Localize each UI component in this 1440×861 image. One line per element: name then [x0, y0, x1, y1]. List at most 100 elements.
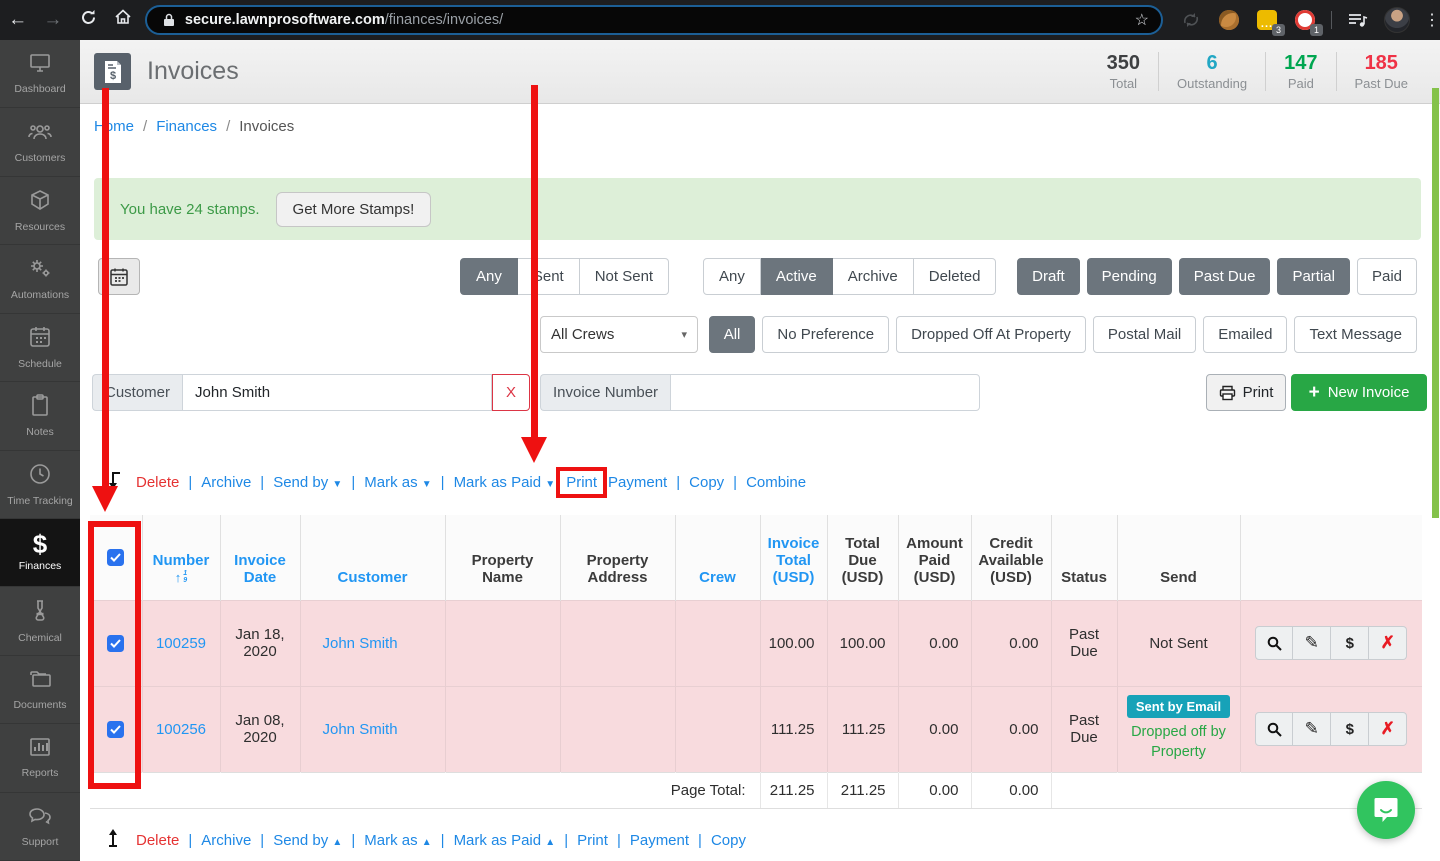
customer-search-input[interactable]: [182, 374, 492, 411]
edit-invoice-button[interactable]: ✎: [1293, 712, 1332, 746]
sidebar-item-resources[interactable]: Resources: [0, 177, 80, 246]
bulk-payment-link[interactable]: Payment: [629, 831, 690, 849]
bulk-mark-as-paid-link[interactable]: Mark as Paid ▼: [453, 473, 556, 491]
address-bar[interactable]: secure.lawnprosoftware.com/finances/invo…: [144, 5, 1163, 35]
col-header-credit-available[interactable]: Credit Available (USD): [970, 515, 1051, 600]
sent-filter-any[interactable]: Any: [460, 258, 518, 295]
col-header-number[interactable]: Number ↑ 1 9: [141, 515, 220, 600]
col-header-status[interactable]: Status: [1050, 515, 1117, 600]
invoice-number-link[interactable]: 100259: [155, 634, 207, 652]
profile-avatar[interactable]: [1383, 7, 1410, 33]
col-header-send[interactable]: Send: [1116, 515, 1240, 600]
bulk-send-by-link[interactable]: Send by ▲: [273, 831, 343, 849]
bulk-payment-link[interactable]: Payment: [608, 473, 668, 491]
delete-invoice-button[interactable]: ✗: [1369, 626, 1408, 660]
sidebar-item-time-tracking[interactable]: Time Tracking: [0, 451, 80, 519]
sent-filter-sent[interactable]: Sent: [517, 258, 580, 295]
customer-link[interactable]: John Smith: [322, 634, 398, 652]
extension-vpn-icon[interactable]: [1179, 8, 1203, 32]
bulk-archive-link[interactable]: Archive: [201, 831, 252, 849]
bookmark-star-icon[interactable]: ☆: [1134, 12, 1149, 29]
jump-down-icon[interactable]: [107, 470, 123, 494]
status-filter-pending[interactable]: Pending: [1086, 258, 1172, 295]
row-checkbox[interactable]: [107, 720, 125, 738]
playlist-icon[interactable]: [1346, 8, 1370, 32]
delivery-filter-no-preference[interactable]: No Preference: [762, 316, 890, 353]
col-header-property-name[interactable]: Property Name: [444, 515, 560, 600]
col-header-invoice-total[interactable]: Invoice Total (USD): [759, 515, 827, 600]
sidebar-item-chemical[interactable]: Chemical: [0, 587, 80, 656]
bulk-mark-as-link[interactable]: Mark as ▲: [364, 831, 432, 849]
sidebar-item-customers[interactable]: Customers: [0, 108, 80, 177]
col-header-crew[interactable]: Crew: [674, 515, 760, 600]
browser-forward-icon[interactable]: →: [43, 9, 63, 30]
breadcrumb-home[interactable]: Home: [94, 118, 135, 135]
extension-cookie-icon[interactable]: [1217, 8, 1241, 32]
extension-blocker-icon[interactable]: 1: [1293, 8, 1323, 36]
delivery-filter-dropped-off[interactable]: Dropped Off At Property: [896, 316, 1086, 353]
bulk-copy-link[interactable]: Copy: [689, 473, 725, 491]
edit-invoice-button[interactable]: ✎: [1293, 626, 1332, 660]
breadcrumb-finances[interactable]: Finances: [156, 118, 218, 135]
browser-reload-icon[interactable]: [70, 9, 105, 32]
bulk-print-link[interactable]: Print: [577, 831, 608, 849]
sort-icon[interactable]: ↑ 1 9: [174, 569, 188, 585]
delivery-filter-emailed[interactable]: Emailed: [1203, 316, 1288, 353]
view-invoice-button[interactable]: [1255, 712, 1294, 746]
delete-invoice-button[interactable]: ✗: [1369, 712, 1408, 746]
bulk-mark-as-paid-link[interactable]: Mark as Paid ▲: [453, 831, 556, 849]
invoice-number-input[interactable]: [670, 374, 980, 411]
sidebar-item-notes[interactable]: Notes: [0, 382, 80, 451]
col-header-invoice-date[interactable]: Invoice Date: [219, 515, 300, 600]
state-filter-active[interactable]: Active: [760, 258, 833, 295]
bulk-combine-link[interactable]: Combine: [746, 473, 807, 491]
col-header-property-address[interactable]: Property Address: [559, 515, 675, 600]
payment-invoice-button[interactable]: $: [1331, 626, 1370, 660]
delivery-filter-postal-mail[interactable]: Postal Mail: [1092, 316, 1197, 353]
extension-notes-icon[interactable]: ... 3: [1255, 8, 1285, 36]
browser-back-icon[interactable]: ←: [8, 9, 28, 30]
date-range-button[interactable]: [98, 258, 140, 295]
sidebar-item-finances[interactable]: $ Finances: [0, 518, 80, 588]
new-invoice-button[interactable]: + New Invoice: [1291, 374, 1427, 411]
bulk-send-by-link[interactable]: Send by ▼: [273, 473, 343, 491]
col-header-customer[interactable]: Customer: [299, 515, 445, 600]
state-filter-any[interactable]: Any: [703, 258, 761, 295]
status-filter-partial[interactable]: Partial: [1277, 258, 1350, 295]
bulk-delete-link[interactable]: Delete: [136, 831, 180, 849]
chat-widget-button[interactable]: [1357, 781, 1415, 839]
view-invoice-button[interactable]: [1255, 626, 1294, 660]
sidebar-item-schedule[interactable]: Schedule: [0, 314, 80, 383]
col-header-amount-paid[interactable]: Amount Paid (USD): [897, 515, 971, 600]
sidebar-item-dashboard[interactable]: Dashboard: [0, 40, 80, 109]
bulk-copy-link[interactable]: Copy: [710, 831, 746, 849]
sidebar-item-reports[interactable]: Reports: [0, 724, 80, 793]
delivery-filter-all[interactable]: All: [708, 316, 756, 353]
jump-up-icon[interactable]: [107, 828, 123, 852]
print-button[interactable]: Print: [1206, 374, 1286, 411]
bulk-mark-as-link[interactable]: Mark as ▼: [364, 473, 432, 491]
sent-filter-not-sent[interactable]: Not Sent: [579, 258, 670, 295]
browser-home-icon[interactable]: [106, 8, 141, 32]
get-more-stamps-button[interactable]: Get More Stamps!: [275, 191, 432, 227]
col-header-total-due[interactable]: Total Due (USD): [826, 515, 898, 600]
state-filter-deleted[interactable]: Deleted: [913, 258, 997, 295]
delivery-filter-text-message[interactable]: Text Message: [1294, 316, 1417, 353]
crew-select[interactable]: All Crews ▾: [540, 316, 698, 353]
bulk-archive-link[interactable]: Archive: [201, 473, 252, 491]
bulk-print-link[interactable]: Print: [566, 473, 598, 491]
sidebar-item-automations[interactable]: Automations: [0, 245, 80, 314]
select-all-checkbox[interactable]: [107, 548, 125, 566]
clear-customer-button[interactable]: X: [492, 374, 530, 411]
payment-invoice-button[interactable]: $: [1331, 712, 1370, 746]
state-filter-archive[interactable]: Archive: [832, 258, 914, 295]
sidebar-item-documents[interactable]: Documents: [0, 656, 80, 725]
bulk-delete-link[interactable]: Delete: [136, 473, 180, 491]
status-filter-paid[interactable]: Paid: [1356, 258, 1417, 295]
status-filter-draft[interactable]: Draft: [1017, 258, 1080, 295]
row-checkbox[interactable]: [107, 634, 125, 652]
status-filter-past-due[interactable]: Past Due: [1178, 258, 1271, 295]
customer-link[interactable]: John Smith: [322, 720, 398, 738]
sidebar-item-support[interactable]: Support: [0, 793, 80, 861]
invoice-number-link[interactable]: 100256: [155, 720, 207, 738]
